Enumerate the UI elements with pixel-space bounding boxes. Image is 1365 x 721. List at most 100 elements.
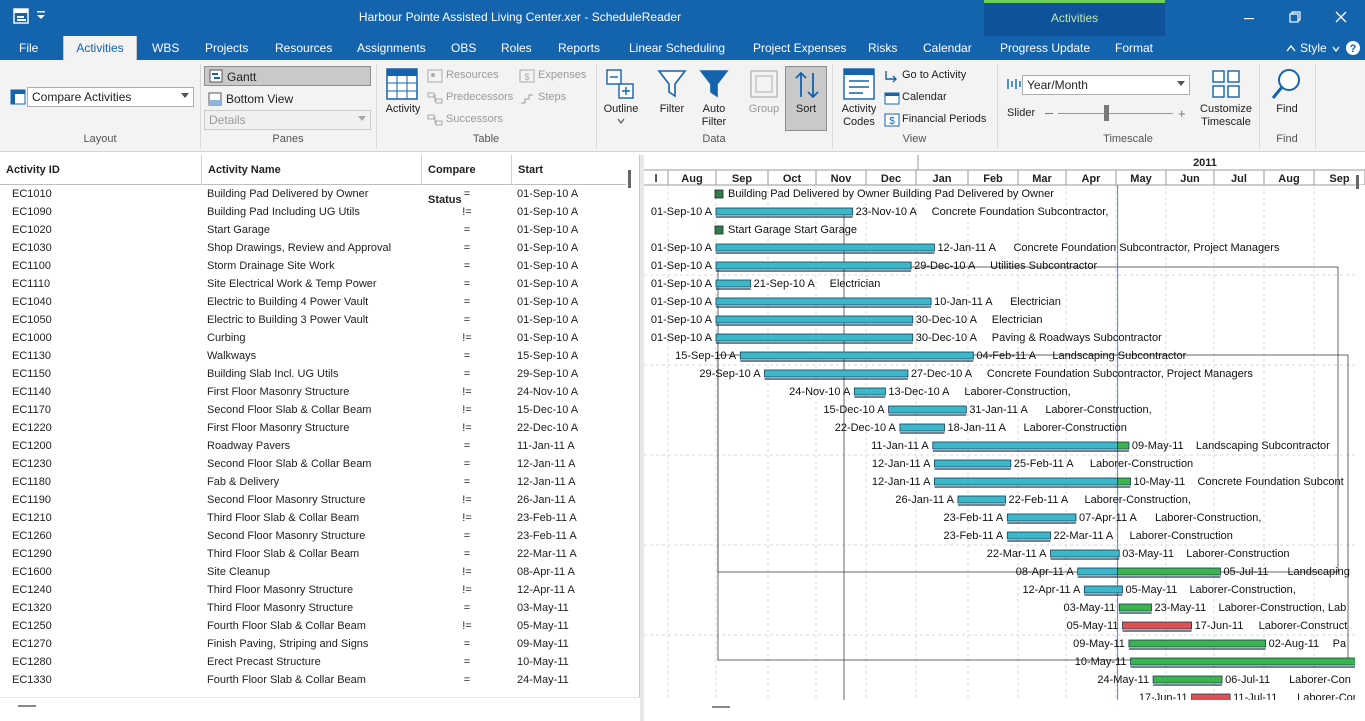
table-row[interactable]: EC1030 Shop Drawings, Review and Approval…	[0, 239, 622, 257]
table-row[interactable]: EC1000 Curbing != 01-Sep-10 A	[0, 329, 622, 347]
table-row[interactable]: EC1220 First Floor Masonry Structure != 22-…	[0, 419, 622, 437]
table-row[interactable]: EC1170 Second Floor Slab & Collar Beam != 1…	[0, 401, 622, 419]
menu-activities[interactable]: Activities	[63, 36, 137, 60]
table-row[interactable]: EC1050 Electric to Building 3 Power Vault…	[0, 311, 622, 329]
table-row[interactable]: EC1260 Second Floor Masonry Structure = 23-…	[0, 527, 622, 545]
quick-access-dropdown-icon[interactable]	[36, 10, 46, 20]
menu-obs[interactable]: OBS	[451, 41, 477, 55]
find-icon[interactable]	[1270, 67, 1304, 101]
outline-icon[interactable]	[605, 68, 637, 100]
table-row[interactable]: EC1270 Finish Paving, Striping and Signs =…	[0, 635, 622, 653]
table-row[interactable]: EC1190 Second Floor Masonry Structure != 26…	[0, 491, 622, 509]
calendar-button[interactable]: Calendar	[902, 91, 947, 103]
gantt-toggle[interactable]: Gantt	[204, 66, 371, 86]
close-icon[interactable]	[1335, 11, 1347, 23]
table-horizontal-scrollbar-thumb[interactable]	[18, 705, 36, 707]
column-header-activity-id[interactable]: Activity ID	[0, 155, 202, 185]
financial-periods-button[interactable]: Financial Periods	[902, 113, 987, 125]
timescale-combo[interactable]: Year/Month	[1022, 75, 1190, 95]
menu-resources[interactable]: Resources	[275, 41, 333, 55]
table-row[interactable]: EC1020 Start Garage = 01-Sep-10 A	[0, 221, 622, 239]
minimize-icon[interactable]	[1243, 12, 1255, 24]
table-row[interactable]: EC1230 Second Floor Slab & Collar Beam = 12…	[0, 455, 622, 473]
activity-table-label[interactable]: Activity	[385, 103, 421, 115]
activity-table-icon[interactable]	[386, 68, 418, 100]
table-row[interactable]: EC1210 Third Floor Slab & Collar Beam != 23…	[0, 509, 622, 527]
filter-label[interactable]: Filter	[659, 103, 685, 115]
steps-button[interactable]: Steps	[538, 91, 567, 103]
menu-roles[interactable]: Roles	[501, 41, 532, 55]
menu-assignments[interactable]: Assignments	[357, 41, 426, 55]
table-row[interactable]: EC1200 Roadway Pavers = 11-Jan-11 A	[0, 437, 622, 455]
find-label[interactable]: Find	[1276, 103, 1298, 115]
auto-filter-icon[interactable]	[698, 68, 730, 100]
table-row[interactable]: EC1040 Electric to Building 4 Power Vault…	[0, 293, 622, 311]
customize-timescale-icon[interactable]	[1210, 68, 1242, 100]
predecessors-button[interactable]: Predecessors	[446, 91, 514, 103]
menu-reports[interactable]: Reports	[558, 41, 601, 55]
style-menu[interactable]: Style	[1300, 41, 1327, 55]
collapse-ribbon-icon[interactable]	[1286, 44, 1296, 52]
app-icon[interactable]	[13, 8, 29, 24]
menu-project-expenses[interactable]: Project Expenses	[753, 41, 847, 55]
vertical-scrollbar[interactable]	[626, 155, 639, 700]
table-horizontal-scrollbar[interactable]	[0, 697, 640, 721]
layout-combo[interactable]: Compare Activities	[27, 87, 194, 107]
auto-filter-label-2[interactable]: Filter	[701, 116, 727, 128]
timescale-slider-thumb[interactable]	[1104, 105, 1110, 121]
gantt-canvas[interactable]: 2011 l Aug Sep Oct Nov Dec Jan Feb Mar Apr May Jun Ju…	[644, 155, 1365, 721]
group-label[interactable]: Group	[748, 103, 780, 115]
activity-codes-label-2[interactable]: Codes	[843, 116, 875, 128]
group-icon[interactable]	[748, 68, 780, 100]
table-row[interactable]: EC1150 Building Slab Incl. UG Utils = 29-Se…	[0, 365, 622, 383]
outline-label[interactable]: Outline	[603, 103, 639, 115]
slider-minus[interactable]	[1045, 113, 1053, 114]
menu-format[interactable]: Format	[1115, 41, 1154, 55]
go-to-activity-button[interactable]: Go to Activity	[902, 69, 967, 81]
timescale-slider-track[interactable]	[1058, 113, 1173, 114]
customize-timescale-label-2[interactable]: Timescale	[1201, 116, 1251, 128]
customize-timescale-label-1[interactable]: Customize	[1200, 103, 1252, 115]
slider-plus[interactable]: +	[1178, 106, 1186, 121]
table-row[interactable]: EC1010 Building Pad Delivered by Owner = 01…	[0, 185, 622, 203]
outline-dropdown-icon[interactable]	[617, 118, 625, 124]
bottom-view-toggle[interactable]: Bottom View	[204, 89, 371, 109]
table-row[interactable]: EC1330 Fourth Floor Slab & Collar Beam = 24…	[0, 671, 622, 689]
style-dropdown-icon[interactable]	[1332, 45, 1340, 53]
details-combo[interactable]: Details	[204, 110, 371, 130]
filter-icon[interactable]	[656, 68, 688, 100]
table-row[interactable]: EC1320 Third Floor Masonry Structure = 03-M…	[0, 599, 622, 617]
table-row[interactable]: EC1250 Fourth Floor Slab & Collar Beam != 0…	[0, 617, 622, 635]
successors-button[interactable]: Successors	[446, 113, 503, 125]
activity-codes-label-1[interactable]: Activity	[841, 103, 877, 115]
expenses-button[interactable]: Expenses	[538, 69, 587, 81]
pane-splitter[interactable]	[640, 155, 644, 721]
table-row[interactable]: EC1100 Storm Drainage Site Work = 01-Sep-10…	[0, 257, 622, 275]
column-header-compare-status[interactable]: Compare Status	[422, 155, 512, 206]
activity-codes-icon[interactable]	[843, 68, 875, 100]
sort-button[interactable]: Sort	[785, 66, 827, 131]
vertical-scrollbar-thumb[interactable]	[628, 170, 631, 188]
column-header-activity-name[interactable]: Activity Name	[202, 155, 422, 185]
auto-filter-label-1[interactable]: Auto	[702, 103, 726, 115]
menu-wbs[interactable]: WBS	[152, 41, 180, 55]
table-row[interactable]: EC1280 Erect Precast Structure = 10-May-11	[0, 653, 622, 671]
table-row[interactable]: EC1140 First Floor Masonry Structure != 24-…	[0, 383, 622, 401]
menu-progress-update[interactable]: Progress Update	[1000, 41, 1091, 55]
column-header-start[interactable]: Start	[518, 164, 544, 176]
table-row[interactable]: EC1180 Fab & Delivery = 12-Jan-11 A	[0, 473, 622, 491]
menu-linear-scheduling[interactable]: Linear Scheduling	[629, 41, 726, 55]
resources-button[interactable]: Resources	[446, 69, 499, 81]
help-icon[interactable]: ?	[1345, 40, 1361, 56]
table-row[interactable]: EC1600 Site Cleanup != 08-Apr-11 A	[0, 563, 622, 581]
menu-file[interactable]: File	[19, 41, 39, 55]
menu-projects[interactable]: Projects	[205, 41, 249, 55]
table-row[interactable]: EC1110 Site Electrical Work & Temp Power =…	[0, 275, 622, 293]
menu-risks[interactable]: Risks	[868, 41, 898, 55]
table-row[interactable]: EC1090 Building Pad Including UG Utils != 0…	[0, 203, 622, 221]
table-row[interactable]: EC1290 Third Floor Slab & Collar Beam = 22-…	[0, 545, 622, 563]
menu-calendar[interactable]: Calendar	[923, 41, 972, 55]
restore-icon[interactable]	[1289, 11, 1301, 23]
table-row[interactable]: EC1240 Third Floor Masonry Structure != 12-…	[0, 581, 622, 599]
table-row[interactable]: EC1130 Walkways = 15-Sep-10 A	[0, 347, 622, 365]
